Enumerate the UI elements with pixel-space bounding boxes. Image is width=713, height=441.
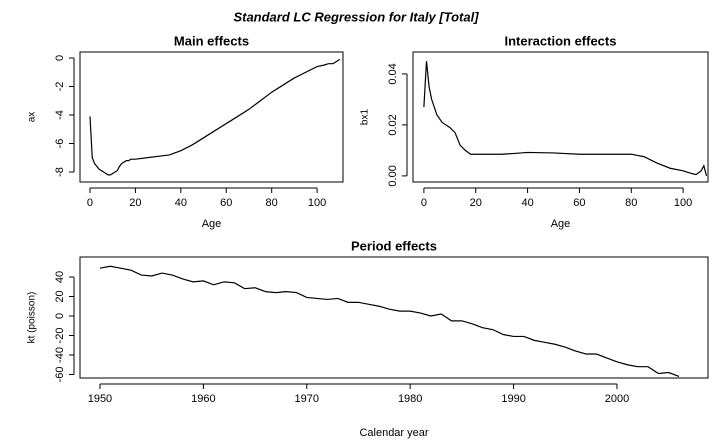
x-tick-label: 2000: [605, 393, 629, 405]
x-tick-label: 0: [421, 197, 427, 209]
y-axis-label: kt (poisson): [27, 292, 38, 344]
plot-box: [412, 51, 709, 183]
x-axis-label: Calendar year: [359, 427, 428, 439]
y-tick-label: 0: [54, 55, 66, 61]
y-tick-label: -8: [54, 167, 66, 177]
y-tick-label: 20: [54, 290, 66, 302]
plot-box: [79, 256, 709, 379]
y-tick-label: 0.02: [387, 114, 399, 135]
x-tick-label: 1950: [88, 393, 112, 405]
x-tick-label: 100: [308, 197, 326, 209]
plot-box: [79, 51, 344, 183]
x-tick-label: 80: [625, 197, 637, 209]
y-tick-label: -60: [54, 367, 66, 383]
x-tick-label: 60: [573, 197, 585, 209]
y-tick-label: -20: [54, 328, 66, 344]
x-tick-label: 20: [129, 197, 141, 209]
x-tick-label: 1990: [501, 393, 525, 405]
x-axis-label: Age: [202, 218, 222, 230]
x-tick-label: 100: [674, 197, 692, 209]
x-tick-label: 0: [87, 197, 93, 209]
panel-title: Main effects: [174, 33, 249, 48]
y-axis-label: ax: [27, 112, 38, 123]
y-tick-label: 0.00: [387, 165, 399, 186]
page-title: Standard LC Regression for Italy [Total]: [233, 9, 479, 24]
x-tick-label: 60: [220, 197, 232, 209]
y-tick-label: 40: [54, 271, 66, 283]
x-tick-label: 40: [521, 197, 533, 209]
panel-title: Period effects: [351, 238, 437, 253]
panel-title: Interaction effects: [505, 33, 617, 48]
y-tick-label: -4: [54, 110, 66, 120]
y-tick-label: 0: [54, 313, 66, 319]
x-tick-label: 1970: [295, 393, 319, 405]
y-tick-label: -40: [54, 347, 66, 363]
x-tick-label: 80: [266, 197, 278, 209]
x-tick-label: 40: [175, 197, 187, 209]
y-tick-label: 0.04: [387, 63, 399, 84]
y-axis-label: bx1: [360, 109, 371, 126]
y-tick-label: -2: [54, 82, 66, 92]
x-tick-label: 20: [470, 197, 482, 209]
x-tick-label: 1960: [191, 393, 215, 405]
data-line: [99, 265, 680, 378]
data-line: [423, 61, 708, 177]
x-tick-label: 1980: [398, 393, 422, 405]
x-axis-label: Age: [551, 218, 571, 230]
y-tick-label: -6: [54, 139, 66, 149]
data-line: [89, 58, 341, 176]
